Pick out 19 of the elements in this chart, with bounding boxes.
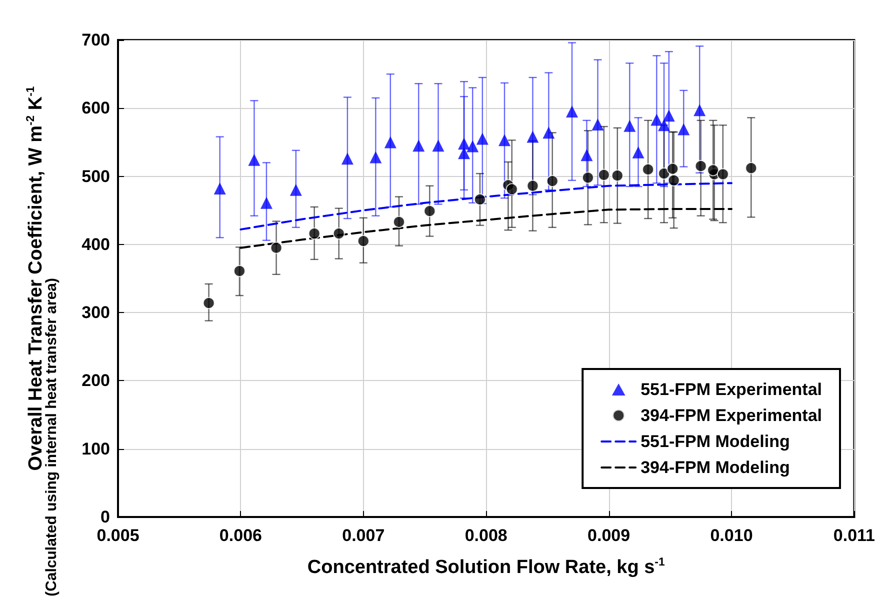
y-tick-label: 300 xyxy=(82,303,110,322)
x-tick-label: 0.007 xyxy=(342,526,385,545)
x-tick-label: 0.008 xyxy=(464,526,508,545)
y-tick-label: 700 xyxy=(82,30,110,50)
y-tick-label: 600 xyxy=(82,98,110,118)
x-tick-label: 0.005 xyxy=(96,526,140,545)
y-tick-label: 400 xyxy=(82,234,110,254)
legend-label: 394-FPM Experimental xyxy=(640,406,822,425)
x-tick-label: 0.009 xyxy=(588,526,630,545)
legend-label: 551-FPM Modeling xyxy=(640,432,790,451)
x-tick-label: 0.010 xyxy=(710,526,753,545)
legend-label: 394-FPM Modeling xyxy=(640,458,790,477)
y-tick-label: 200 xyxy=(82,371,110,390)
y-tick-label: 0 xyxy=(100,508,110,526)
y-tick-label: 500 xyxy=(82,166,110,186)
x-tick-label: 0.006 xyxy=(219,526,262,545)
x-tick-label: 0.011 xyxy=(833,526,876,545)
y-tick-label: 100 xyxy=(82,439,110,458)
legend-label: 551-FPM Experimental xyxy=(640,380,822,399)
